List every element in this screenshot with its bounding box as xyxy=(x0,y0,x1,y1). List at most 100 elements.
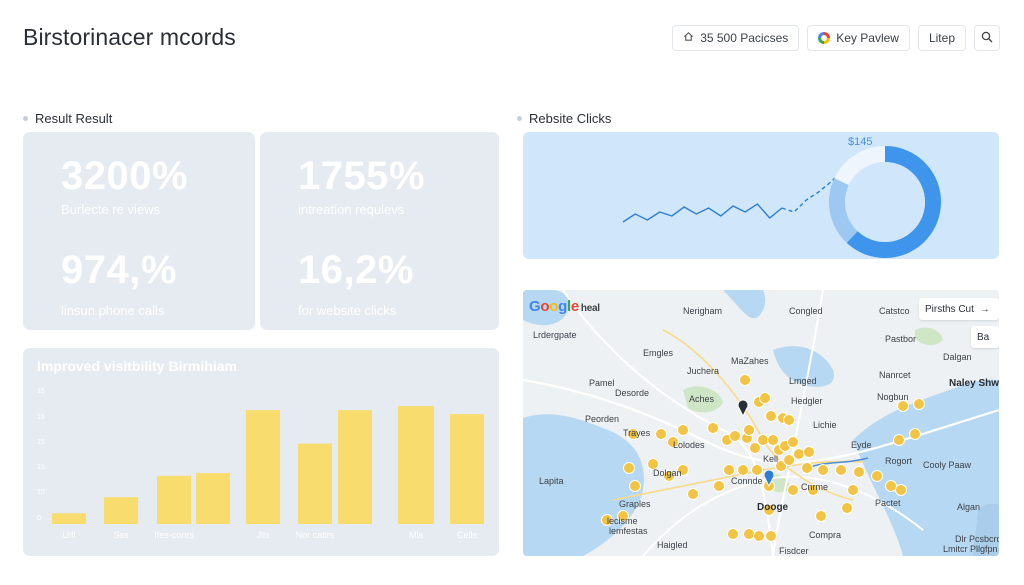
key-preview-label: Key Pavlew xyxy=(836,31,899,45)
map-pin-icon xyxy=(765,410,777,422)
map-pin-icon xyxy=(763,504,775,516)
map-label: Lmitcr Pllgfpn xyxy=(943,544,998,554)
packages-label: 35 500 Pacicses xyxy=(700,31,789,45)
map-pin-icon xyxy=(801,462,813,474)
map-pin-icon xyxy=(817,464,829,476)
map-pin-icon xyxy=(617,510,629,522)
map-label: Lolodes xyxy=(673,440,705,450)
map-label: lecisme xyxy=(607,516,638,526)
map-pin-icon xyxy=(885,480,897,492)
bar-chart: Ulfl Sss Ifes-conrs Jlls Nor catlrs Mls Cells 0… xyxy=(37,388,484,540)
map-pin-icon xyxy=(787,484,799,496)
map-label: Lrdergpate xyxy=(533,330,577,340)
map-label: Lmged xyxy=(789,376,817,386)
map-label: Lapita xyxy=(539,476,564,486)
map-label: Nogbun xyxy=(877,392,909,402)
stat-value: 3200% xyxy=(61,154,189,198)
map-label: Eyde xyxy=(851,440,872,450)
search-button[interactable] xyxy=(974,25,1000,51)
map-pin-icon xyxy=(765,530,777,542)
donut-label: $145 xyxy=(848,136,873,148)
map-label: Pastbor xyxy=(885,334,917,344)
y-tick-label: 0 xyxy=(37,515,41,522)
key-preview-button[interactable]: Key Pavlew xyxy=(807,25,910,51)
map-pin-icon xyxy=(793,448,805,460)
map-pin-icon xyxy=(847,484,859,496)
map-label: Congled xyxy=(789,306,823,316)
bar xyxy=(246,410,280,524)
map-background xyxy=(523,290,999,556)
map-pin-icon xyxy=(737,464,749,476)
donut-slice xyxy=(829,178,858,243)
map-pin-icon xyxy=(787,436,799,448)
map-label: MaZahes xyxy=(731,356,769,366)
map-card[interactable]: Google heal Pirsths Cut → Ba Lrdergpate N… xyxy=(523,290,999,556)
y-tick-label: 15 xyxy=(37,414,45,421)
stat-label: for website clicks xyxy=(298,303,397,318)
map-label: lemfestas xyxy=(609,526,648,536)
donut-slice xyxy=(846,146,941,258)
map-pin-icon xyxy=(753,530,765,542)
clicks-line-projection xyxy=(781,169,844,213)
map-pin-icon xyxy=(663,470,675,482)
map-control-paths[interactable]: Pirsths Cut → xyxy=(919,298,999,320)
map-pin-icon xyxy=(729,430,741,442)
map-label: Dlr Pcsbcrd xyxy=(955,534,999,544)
map-label: Nanrcet xyxy=(879,370,911,380)
map-label: Catstco xyxy=(879,306,910,316)
donut-slice xyxy=(834,146,885,185)
x-tick-label: Cells xyxy=(457,530,478,540)
map-pin-icon xyxy=(775,460,787,472)
map-pin-icon xyxy=(897,400,909,412)
y-tick-label: 15 xyxy=(37,464,45,471)
x-tick-label: Mls xyxy=(409,530,423,540)
map-label: Cooly Paaw xyxy=(923,460,972,470)
map-label: Hedgler xyxy=(791,396,823,406)
map-control-label: Ba xyxy=(977,331,990,343)
map-label: Graples xyxy=(619,499,651,509)
map-label: Dolgan xyxy=(653,468,682,478)
home-icon xyxy=(683,31,694,45)
section-dot xyxy=(517,116,522,121)
map-label: Dalgan xyxy=(943,352,972,362)
result-section-label: Result Result xyxy=(23,111,112,126)
map-label: Desorde xyxy=(615,388,650,398)
map-label: Naley Shwe xyxy=(949,378,999,389)
map-label: Cnrme xyxy=(801,482,829,492)
bar xyxy=(52,513,86,524)
map-marker-icon xyxy=(763,469,775,488)
map-pin-icon xyxy=(835,464,847,476)
map-pin-icon xyxy=(655,428,667,440)
map-pin-icon xyxy=(743,528,755,540)
map-pin-icon xyxy=(853,466,865,478)
google-icon xyxy=(818,32,831,44)
bar xyxy=(398,406,434,524)
google-logo: Google heal xyxy=(529,298,600,315)
map-pin-icon xyxy=(759,392,771,404)
bar xyxy=(104,497,138,524)
map-pin-icon xyxy=(707,422,719,434)
map-control-label: Pirsths Cut xyxy=(925,303,974,315)
x-tick-label: Sss xyxy=(113,530,129,540)
map-label: Fisdcer xyxy=(779,546,809,556)
map-pin-icon xyxy=(757,434,769,446)
map-pin-icon xyxy=(871,470,883,482)
map-pin-icon xyxy=(803,446,815,458)
map-pin-icon xyxy=(601,514,613,526)
map-control-ba[interactable]: Ba xyxy=(971,326,999,348)
section-dot xyxy=(23,116,28,121)
map-pin-icon xyxy=(647,458,659,470)
result-section-title: Result Result xyxy=(35,111,113,126)
map-pin-icon xyxy=(913,398,925,410)
x-tick-label: Ifes-conrs xyxy=(154,530,194,540)
litep-button[interactable]: Litep xyxy=(917,25,966,51)
clicks-line xyxy=(622,203,783,223)
map-pin-icon xyxy=(687,488,699,500)
packages-button[interactable]: 35 500 Pacicses xyxy=(672,25,800,51)
stat-label: linsun phone calls xyxy=(61,303,165,318)
map-pin-icon xyxy=(749,442,761,454)
map-pin-icon xyxy=(623,462,635,474)
map-label: Pactet xyxy=(875,498,901,508)
map-label: Algan xyxy=(957,502,981,512)
arrow-right-icon: → xyxy=(979,303,990,315)
